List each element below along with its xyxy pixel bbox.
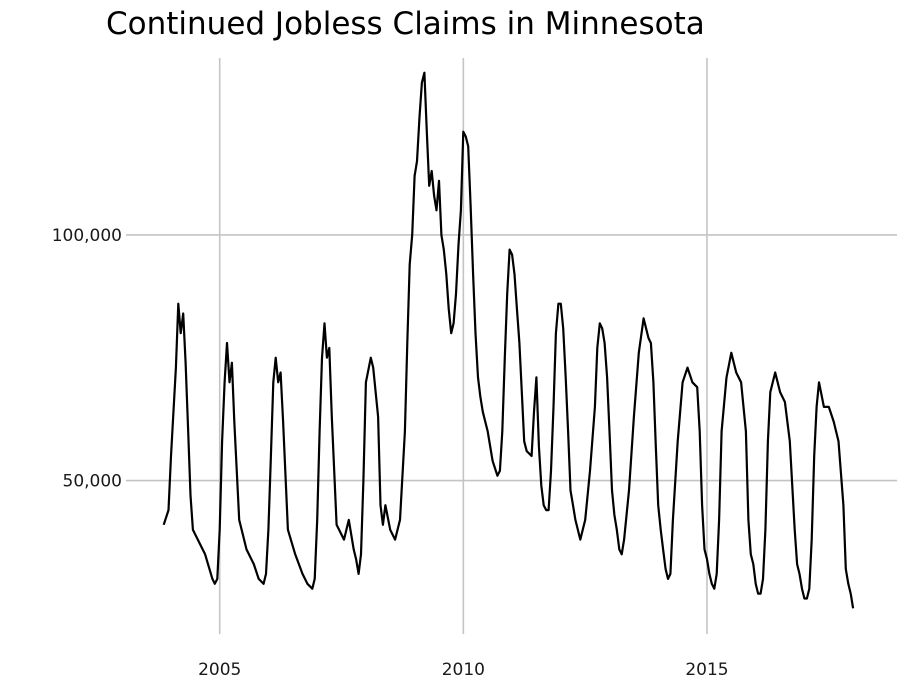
gridlines — [126, 58, 897, 634]
y-tick-label: 100,000 — [52, 226, 122, 246]
y-tick-label: 50,000 — [63, 472, 122, 492]
x-tick-label: 2005 — [198, 660, 241, 680]
series-layer — [162, 71, 855, 609]
axis-ticks: 50,000 100,000 2005 2010 2015 — [52, 226, 729, 680]
x-tick-label: 2015 — [685, 660, 728, 680]
series-line — [162, 71, 855, 609]
chart-title: Continued Jobless Claims in Minnesota — [106, 6, 705, 42]
x-tick-label: 2010 — [442, 660, 485, 680]
